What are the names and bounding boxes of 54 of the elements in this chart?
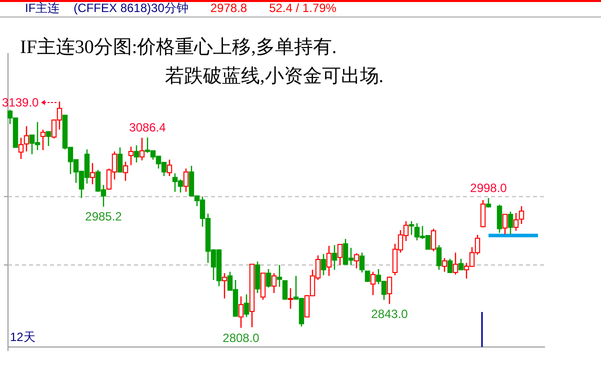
annotation: 2843.0 bbox=[371, 306, 408, 321]
candlestick bbox=[513, 212, 519, 232]
candlestick bbox=[288, 288, 294, 310]
candlestick bbox=[332, 244, 338, 270]
candlestick bbox=[508, 211, 514, 235]
candlestick bbox=[320, 253, 326, 276]
candlestick bbox=[337, 244, 343, 266]
candlestick bbox=[480, 199, 486, 228]
text: IF主连 bbox=[25, 1, 60, 15]
annotation: 2998.0 bbox=[470, 180, 508, 195]
annotation: 2808.0 bbox=[222, 330, 260, 345]
candlestick bbox=[386, 276, 392, 305]
candlestick bbox=[244, 294, 250, 318]
candlestick bbox=[458, 258, 464, 270]
candlestick bbox=[222, 272, 228, 300]
candlestick bbox=[436, 244, 442, 270]
candlestick bbox=[354, 252, 360, 269]
candlestick bbox=[447, 258, 453, 274]
candlestick bbox=[166, 159, 172, 177]
candlestick bbox=[260, 272, 266, 300]
candlestick bbox=[183, 168, 189, 192]
candlestick bbox=[518, 206, 524, 225]
candlestick bbox=[271, 272, 277, 294]
candlestick bbox=[502, 214, 508, 235]
candlestick bbox=[117, 146, 123, 174]
candlestick bbox=[430, 228, 436, 252]
text: (CFFEX 8618)30分钟 bbox=[74, 1, 188, 15]
text: 若跌破蓝线,小资金可出场. bbox=[165, 66, 384, 87]
candlestick bbox=[496, 204, 502, 234]
candlestick bbox=[370, 271, 376, 296]
candlestick bbox=[326, 245, 332, 276]
annotation: 3086.4 bbox=[129, 120, 166, 135]
text: 2978.8 bbox=[210, 1, 248, 15]
candlestick bbox=[90, 162, 96, 185]
text: 52.4 / 1.79% bbox=[269, 1, 337, 15]
annotation: 2985.2 bbox=[85, 210, 122, 224]
candlestick bbox=[128, 146, 134, 166]
candlestick bbox=[442, 258, 448, 272]
candlestick bbox=[40, 128, 46, 151]
chart-title: IF主连30分图:价格重心上移,多单持有. bbox=[20, 36, 337, 58]
candlestick bbox=[359, 252, 365, 274]
candlestick bbox=[276, 264, 282, 288]
annotation: 12天 bbox=[10, 330, 36, 344]
annotation: 3139.0 bbox=[2, 96, 40, 110]
candlestick bbox=[282, 280, 288, 300]
candlestick bbox=[134, 144, 140, 163]
candlestick bbox=[408, 220, 414, 236]
candlestick bbox=[122, 161, 128, 182]
candlestick bbox=[266, 268, 272, 288]
candlestick bbox=[452, 252, 458, 276]
candlestick bbox=[254, 260, 260, 294]
candlestick bbox=[46, 131, 52, 147]
candlestick bbox=[238, 296, 244, 328]
candlestick bbox=[139, 137, 145, 161]
